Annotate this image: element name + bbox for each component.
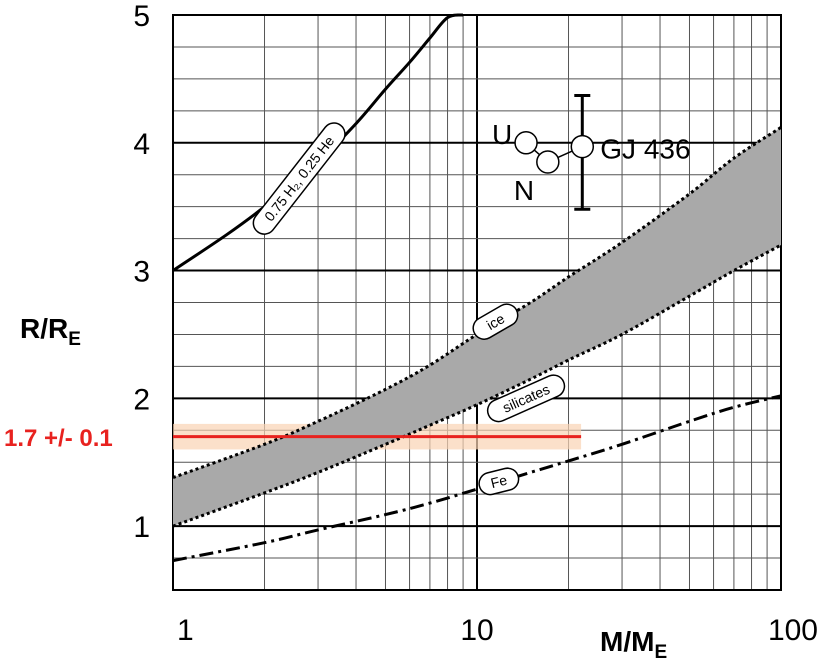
x-tick-label: 1 [177, 614, 194, 647]
label-ice-text: ice [484, 310, 508, 333]
ice-silicates-band [173, 127, 781, 527]
planet-point-u [514, 131, 538, 155]
x-axis-label-subscript: E [654, 642, 667, 663]
grid [172, 14, 782, 591]
label-silicates-box [486, 374, 566, 423]
label-silicates: silicates [486, 374, 566, 423]
planet-point-n [536, 150, 560, 174]
series-line-silicates [172, 243, 782, 528]
label-fe: Fe [478, 467, 520, 496]
label-h2-he-text: 0.75 H₂, 0.25 He [261, 133, 337, 225]
y-tick-label: 1 [133, 511, 150, 544]
x-tick-label: 10 [460, 614, 493, 647]
label-h2-he: 0.75 H₂, 0.25 He [252, 122, 346, 235]
y-tick-label: 2 [133, 383, 150, 416]
label-ice: ice [472, 303, 519, 340]
plot-frame [172, 14, 782, 591]
y-axis-label-subscript: E [68, 329, 81, 350]
planet-point-gj-436 [570, 134, 595, 159]
planets: UN GJ 436 [492, 94, 691, 211]
highlight-label: 1.7 +/- 0.1 [4, 425, 113, 452]
y-axis-label: R/RE [20, 313, 81, 350]
label-fe-box [478, 467, 520, 496]
tick-labels: 1 2 3 4 5 1 10 100 [133, 0, 818, 647]
y-tick-label: 5 [133, 0, 150, 33]
planet-label-gj436: GJ 436 [600, 134, 690, 165]
planet-label-u: U [492, 119, 512, 150]
x-axis-label: M/ME [600, 626, 667, 663]
label-fe-text: Fe [489, 472, 509, 492]
y-tick-label: 4 [133, 128, 150, 161]
planet-label-n: N [514, 175, 534, 206]
label-ice-box [472, 303, 519, 340]
series-line-0-75-h-0-25-he [172, 13, 464, 272]
x-tick-label: 100 [768, 614, 818, 647]
label-h2-he-box [252, 122, 346, 235]
y-tick-label: 3 [133, 256, 150, 289]
composition-band [173, 127, 781, 527]
